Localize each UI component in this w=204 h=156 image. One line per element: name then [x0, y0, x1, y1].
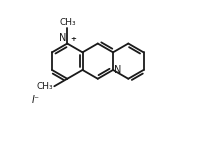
- Text: CH₃: CH₃: [36, 82, 53, 91]
- Text: I⁻: I⁻: [31, 95, 39, 105]
- Text: CH₃: CH₃: [59, 18, 76, 27]
- Text: +: +: [70, 36, 75, 42]
- Text: N: N: [59, 33, 66, 43]
- Text: N: N: [113, 65, 121, 75]
